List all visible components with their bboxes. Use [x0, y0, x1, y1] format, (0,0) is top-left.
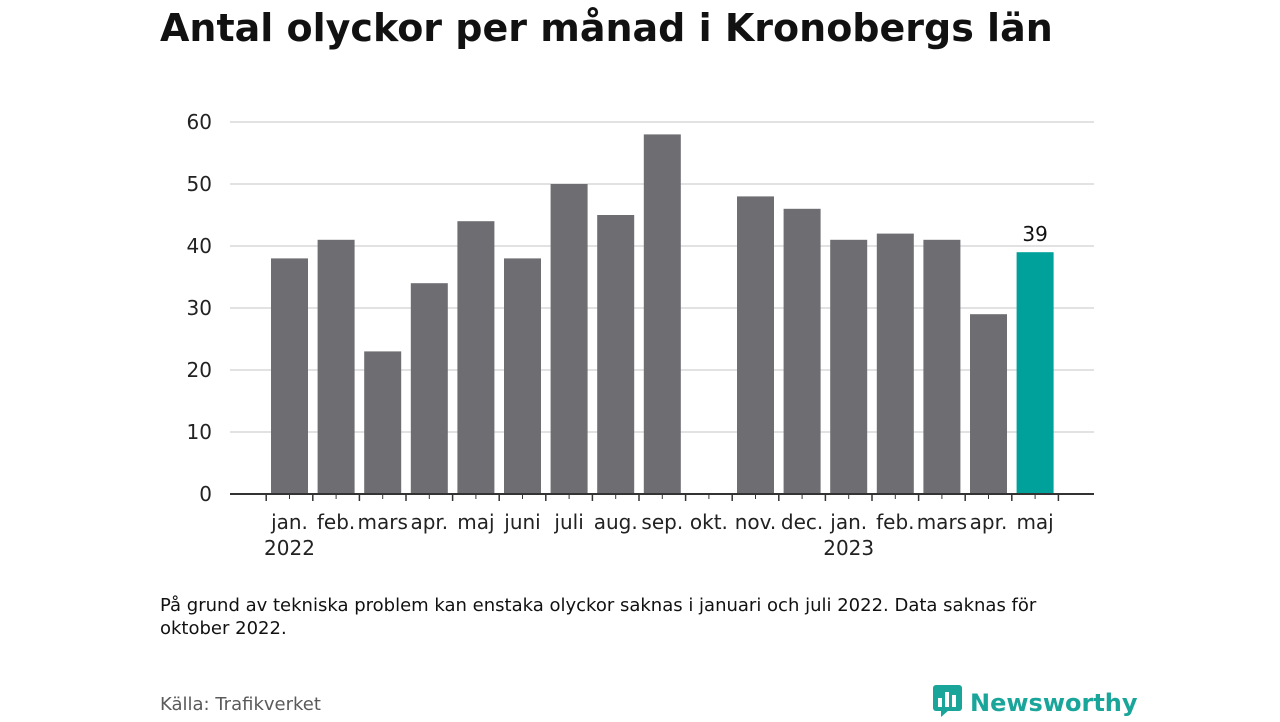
x-tick-label: maj — [1016, 510, 1053, 534]
x-axis-labels: jan. feb. mars apr. maj juni juli aug. sep. okt. n… — [264, 510, 1054, 560]
bar — [504, 258, 541, 494]
bar — [550, 184, 588, 494]
x-tick-label: nov. — [735, 510, 777, 534]
x-tick-label: juli — [553, 510, 583, 534]
x-tick-label: mars — [917, 510, 967, 534]
bar — [923, 239, 961, 494]
x-axis — [230, 493, 1094, 501]
x-tick-label: jan. — [829, 510, 867, 534]
y-tick-label: 40 — [187, 234, 212, 258]
brand-name: Newsworthy — [970, 689, 1138, 717]
x-tick-label: jan. — [270, 510, 308, 534]
x-tick-label: sep. — [641, 510, 683, 534]
x-tick-label: apr. — [970, 510, 1008, 534]
y-tick-label: 20 — [187, 358, 212, 382]
y-tick-label: 50 — [187, 172, 212, 196]
x-tick-label: maj — [457, 510, 494, 534]
brand-logo: Newsworthy — [932, 684, 1138, 722]
bar — [876, 233, 914, 494]
x-tick-label: feb. — [317, 510, 355, 534]
bar — [737, 196, 774, 494]
bars — [271, 134, 1054, 495]
chart-note: På grund av tekniska problem kan enstaka… — [160, 595, 1037, 639]
x-tick-label: aug. — [594, 510, 638, 534]
y-tick-label: 0 — [199, 482, 212, 506]
newsworthy-logo-icon — [932, 684, 964, 722]
bar — [457, 221, 495, 494]
x-tick-label: okt. — [690, 510, 728, 534]
y-tick-label: 60 — [187, 110, 212, 134]
chart-title: Antal olyckor per månad i Kronobergs län — [160, 6, 1053, 50]
x-tick-label: apr. — [410, 510, 448, 534]
bar — [410, 283, 448, 494]
year-label: 2023 — [823, 536, 874, 560]
x-tick-label: juni — [503, 510, 540, 534]
source-credit: Källa: Trafikverket — [160, 694, 321, 715]
bar — [271, 258, 308, 494]
year-label: 2022 — [264, 536, 315, 560]
highlight-value-label: 39 — [1022, 222, 1047, 246]
x-tick-label: feb. — [876, 510, 914, 534]
value-labels: 39 — [1022, 222, 1047, 246]
x-tick-label: dec. — [781, 510, 823, 534]
y-tick-label: 30 — [187, 296, 212, 320]
bar — [597, 215, 635, 494]
y-tick-label: 10 — [187, 420, 212, 444]
x-tick-label: mars — [358, 510, 408, 534]
bar — [317, 239, 355, 494]
bar — [830, 239, 868, 494]
bar — [970, 314, 1007, 494]
highlight-bar — [1016, 252, 1054, 494]
bar — [364, 351, 402, 494]
bar — [643, 134, 681, 494]
bar — [783, 208, 821, 495]
y-axis-labels: 0 10 20 30 40 50 60 — [187, 110, 212, 506]
